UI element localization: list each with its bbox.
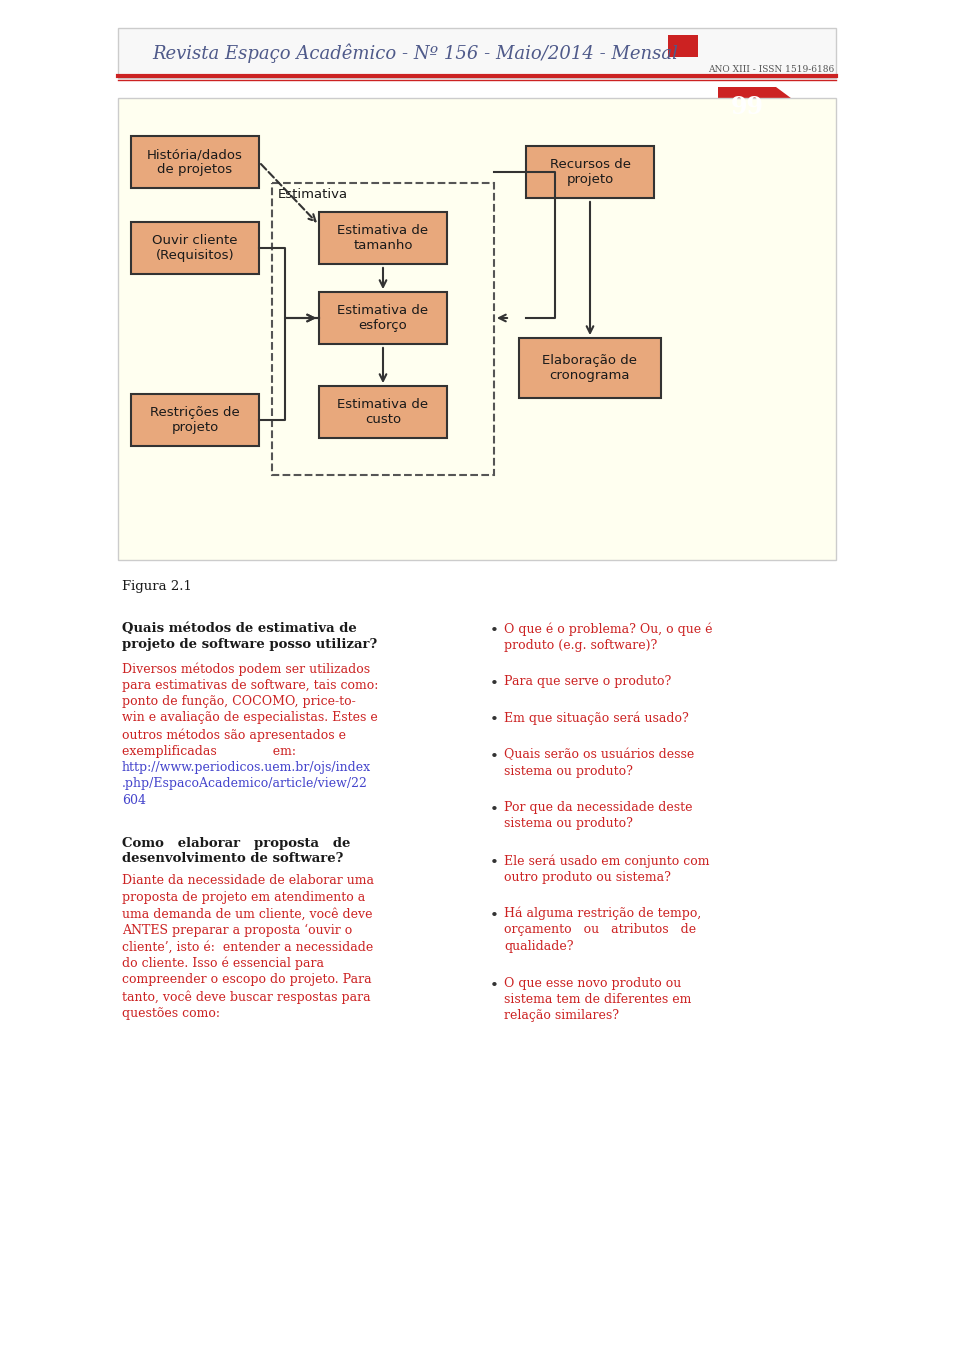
Text: proposta de projeto em atendimento a: proposta de projeto em atendimento a <box>122 891 365 904</box>
Text: •: • <box>490 677 499 691</box>
Text: O que esse novo produto ou: O que esse novo produto ou <box>504 976 682 990</box>
Text: Quais métodos de estimativa de: Quais métodos de estimativa de <box>122 621 357 635</box>
Text: Elaboração de
cronograma: Elaboração de cronograma <box>542 353 637 382</box>
Text: qualidade?: qualidade? <box>504 940 573 953</box>
Text: questões como:: questões como: <box>122 1006 220 1020</box>
Text: •: • <box>490 750 499 764</box>
Text: relação similares?: relação similares? <box>504 1010 619 1022</box>
FancyBboxPatch shape <box>131 222 259 274</box>
FancyBboxPatch shape <box>319 213 447 264</box>
Text: produto (e.g. software)?: produto (e.g. software)? <box>504 639 658 651</box>
FancyBboxPatch shape <box>319 386 447 437</box>
Text: cliente’, isto é:  entender a necessidade: cliente’, isto é: entender a necessidade <box>122 941 373 953</box>
Text: 604: 604 <box>122 793 146 807</box>
Text: sistema ou produto?: sistema ou produto? <box>504 765 633 777</box>
FancyBboxPatch shape <box>118 97 836 561</box>
FancyBboxPatch shape <box>519 338 661 398</box>
Text: outro produto ou sistema?: outro produto ou sistema? <box>504 871 671 884</box>
Text: Recursos de
projeto: Recursos de projeto <box>549 158 631 185</box>
Text: Quais serão os usuários desse: Quais serão os usuários desse <box>504 747 694 761</box>
Text: Diversos métodos podem ser utilizados: Diversos métodos podem ser utilizados <box>122 662 371 676</box>
Text: tanto, você deve buscar respostas para: tanto, você deve buscar respostas para <box>122 990 371 1003</box>
Text: uma demanda de um cliente, você deve: uma demanda de um cliente, você deve <box>122 907 372 921</box>
Text: •: • <box>490 909 499 923</box>
Text: para estimativas de software, tais como:: para estimativas de software, tais como: <box>122 678 378 692</box>
Text: Revista Espaço Acadêmico - Nº 156 - Maio/2014 - Mensal: Revista Espaço Acadêmico - Nº 156 - Maio… <box>152 43 678 62</box>
Text: do cliente. Isso é essencial para: do cliente. Isso é essencial para <box>122 957 324 971</box>
FancyBboxPatch shape <box>319 292 447 344</box>
Text: Ele será usado em conjunto com: Ele será usado em conjunto com <box>504 854 709 868</box>
FancyBboxPatch shape <box>118 28 836 79</box>
Text: •: • <box>490 803 499 816</box>
Text: •: • <box>490 979 499 992</box>
FancyBboxPatch shape <box>131 135 259 188</box>
Text: projeto de software posso utilizar?: projeto de software posso utilizar? <box>122 638 377 651</box>
Text: exemplificadas              em:: exemplificadas em: <box>122 745 296 757</box>
Text: compreender o escopo do projeto. Para: compreender o escopo do projeto. Para <box>122 974 372 987</box>
Text: sistema ou produto?: sistema ou produto? <box>504 818 633 830</box>
Text: Estimativa de
custo: Estimativa de custo <box>337 398 428 427</box>
Text: Estimativa de
tamanho: Estimativa de tamanho <box>337 223 428 252</box>
Text: Como   elaborar   proposta   de: Como elaborar proposta de <box>122 837 350 849</box>
FancyBboxPatch shape <box>718 87 776 127</box>
Text: Há alguma restrição de tempo,: Há alguma restrição de tempo, <box>504 907 701 921</box>
Text: •: • <box>490 624 499 638</box>
Text: .php/EspacoAcademico/article/view/22: .php/EspacoAcademico/article/view/22 <box>122 777 368 791</box>
Text: •: • <box>490 856 499 871</box>
Polygon shape <box>776 87 803 127</box>
Text: Estimativa: Estimativa <box>278 188 348 202</box>
Text: ANO XIII - ISSN 1519-6186: ANO XIII - ISSN 1519-6186 <box>708 65 834 74</box>
FancyBboxPatch shape <box>131 394 259 445</box>
Text: Estimativa de
esforço: Estimativa de esforço <box>337 305 428 332</box>
Text: outros métodos são apresentados e: outros métodos são apresentados e <box>122 728 346 742</box>
Text: desenvolvimento de software?: desenvolvimento de software? <box>122 853 344 865</box>
Text: Por que da necessidade deste: Por que da necessidade deste <box>504 802 692 814</box>
Text: Diante da necessidade de elaborar uma: Diante da necessidade de elaborar uma <box>122 875 374 887</box>
Text: ANTES preparar a proposta ‘ouvir o: ANTES preparar a proposta ‘ouvir o <box>122 923 352 937</box>
Text: 99: 99 <box>731 95 763 119</box>
FancyBboxPatch shape <box>668 35 698 57</box>
Text: Figura 2.1: Figura 2.1 <box>122 580 192 593</box>
Text: O que é o problema? Ou, o que é: O que é o problema? Ou, o que é <box>504 621 712 635</box>
Text: sistema tem de diferentes em: sistema tem de diferentes em <box>504 992 691 1006</box>
Text: http://www.periodicos.uem.br/ojs/index: http://www.periodicos.uem.br/ojs/index <box>122 761 372 774</box>
Text: Em que situação será usado?: Em que situação será usado? <box>504 711 688 724</box>
Text: História/dados
de projetos: História/dados de projetos <box>147 148 243 176</box>
Text: Ouvir cliente
(Requisitos): Ouvir cliente (Requisitos) <box>153 234 238 263</box>
Text: Restrições de
projeto: Restrições de projeto <box>150 406 240 435</box>
Text: •: • <box>490 714 499 727</box>
Text: orçamento   ou   atributos   de: orçamento ou atributos de <box>504 923 696 937</box>
FancyBboxPatch shape <box>526 146 654 198</box>
Text: ponto de função, COCOMO, price-to-: ponto de função, COCOMO, price-to- <box>122 695 356 708</box>
Text: win e avaliação de especialistas. Estes e: win e avaliação de especialistas. Estes … <box>122 711 377 724</box>
Text: Para que serve o produto?: Para que serve o produto? <box>504 676 671 688</box>
